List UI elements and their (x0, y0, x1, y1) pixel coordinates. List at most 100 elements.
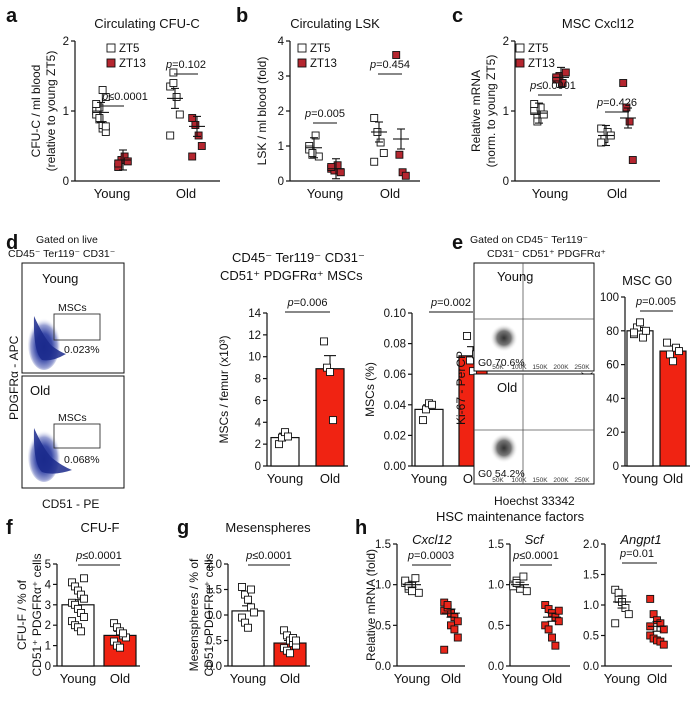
b-ytick-label: 2 (278, 106, 284, 118)
e-gating-line2: CD31⁻ CD51⁺ PDGFRα⁺ (487, 248, 606, 260)
e-xaxis-label: Hoechst 33342 (494, 494, 575, 508)
chart-b: 0 1 2 3 4 LSK / ml blood (fold) Circulating LS… (255, 16, 420, 201)
a-legend-marker (106, 43, 116, 53)
f-ytick-label: 5 (45, 559, 51, 571)
g-ytick-label: 2.0 (206, 559, 222, 571)
h2-point (519, 572, 528, 581)
panel-label-a: a (6, 5, 18, 27)
b-point (308, 149, 317, 157)
d2-ylabel: MSCs (%) (363, 362, 377, 417)
h3-point (624, 610, 633, 619)
a-ytick-label: 0 (63, 176, 69, 188)
b-point (379, 149, 388, 157)
h3-title: Angpt1 (619, 532, 661, 547)
d-young-gate-label: MSCs (58, 302, 87, 314)
c-legend-marker (515, 43, 525, 53)
h2-point (522, 587, 531, 596)
h3-ytick-label: 1.5 (583, 570, 599, 582)
d-old-gate (53, 423, 101, 449)
e-xtick-label: Young (622, 471, 658, 486)
a-point (197, 142, 206, 150)
e-old-pct: G0 54.2% (478, 468, 525, 480)
a-xtick-label: Young (94, 186, 130, 201)
h3-point (611, 619, 620, 628)
g-ylabel: CD51⁺ PDGFRα⁺ cells (202, 554, 216, 677)
a-point (172, 93, 181, 101)
chart-c: 0 1 2 Relative mRNA (norm. to young ZT5) MSC … (469, 16, 660, 201)
h3-xtick-label: Old (647, 671, 667, 686)
h2-xtick-label: Old (542, 671, 562, 686)
e-young-plot (473, 262, 595, 372)
d-old-gate-label: MSCs (58, 412, 87, 424)
g-xtick-label: Old (280, 671, 300, 686)
d2-point (419, 416, 427, 425)
e-old-contour (490, 433, 518, 463)
c-point (619, 79, 628, 87)
a-pvalue: p=0.102 (165, 59, 206, 71)
e-point (630, 328, 638, 337)
a-point (169, 79, 178, 87)
a-point (169, 68, 178, 77)
e-old-label: Old (497, 380, 517, 395)
b-point (336, 168, 345, 177)
a-point (92, 100, 101, 108)
f-ytick-label: 0 (45, 661, 51, 673)
d-young-gate (53, 313, 101, 341)
g-point (244, 595, 252, 604)
h3-pvalue: p=0.01 (619, 548, 654, 560)
e-bar (659, 350, 687, 467)
d1-point (320, 337, 328, 346)
h1-point (453, 617, 462, 626)
f-ylabel: CFU-F / % of (15, 579, 29, 650)
h3-point (659, 640, 668, 649)
h3-ytick-label: 0.0 (583, 661, 599, 673)
d1-point (326, 368, 334, 376)
h2-pvalue: p≤0.0001 (512, 550, 559, 562)
h1-ytick-label: 1.5 (375, 539, 391, 551)
d-gating-line2: CD45⁻ Ter119⁻ CD31⁻ (8, 248, 116, 260)
d1-ytick-label: 14 (248, 308, 261, 320)
chart-h2: 0.0 0.5 1.0 1.5 Scf Young Old p≤0.0001 (488, 532, 570, 686)
panel-label-g: g (177, 517, 189, 539)
a-point (188, 114, 197, 122)
d1-xtick-label: Old (320, 471, 340, 486)
a-legend-marker (106, 58, 116, 68)
panel-label-c: c (452, 5, 463, 27)
b-ytick-label: 4 (278, 36, 285, 48)
h2-point (554, 606, 563, 615)
d1-ytick-label: 4 (255, 417, 262, 429)
panel-label-e: e (452, 232, 463, 254)
e-point (639, 333, 647, 342)
a-point (188, 152, 197, 161)
c-ytick-label: 1 (503, 106, 509, 118)
d1-bar (315, 368, 345, 467)
a-point (191, 121, 200, 129)
e-young-label: Young (497, 269, 533, 284)
e-bar (626, 330, 654, 467)
e-point (642, 326, 650, 335)
g-point (286, 649, 294, 658)
g-point (292, 636, 300, 645)
a-point (98, 86, 107, 94)
b-pvalue: p=0.005 (304, 108, 345, 120)
g-ytick-label: 1.5 (206, 585, 222, 597)
d2-point (428, 400, 436, 409)
h2-xtick-label: Young (502, 671, 538, 686)
c-legend-marker (515, 58, 525, 68)
c-xtick-label: Old (607, 186, 627, 201)
c-ytick-label: 2 (503, 36, 509, 48)
d1-point (329, 416, 337, 425)
a-ylabel: CFU-C / ml blood (29, 65, 43, 158)
f-point (80, 574, 88, 583)
e-flow-tick-label: 250K (574, 477, 590, 484)
chart-a: 0 1 2 CFU-C / ml blood (relative to young ZT… (29, 16, 220, 201)
a-point (194, 131, 203, 140)
c-xtick-label: Young (532, 186, 568, 201)
b-legend-label: ZT13 (310, 58, 337, 70)
b-ytick-label: 3 (278, 71, 284, 83)
h1-ylabel: Relative mRNA (fold) (364, 549, 378, 661)
e-old-plot (473, 373, 595, 485)
a-point (166, 131, 175, 140)
e-flow-tick-label: 50K (492, 364, 504, 371)
